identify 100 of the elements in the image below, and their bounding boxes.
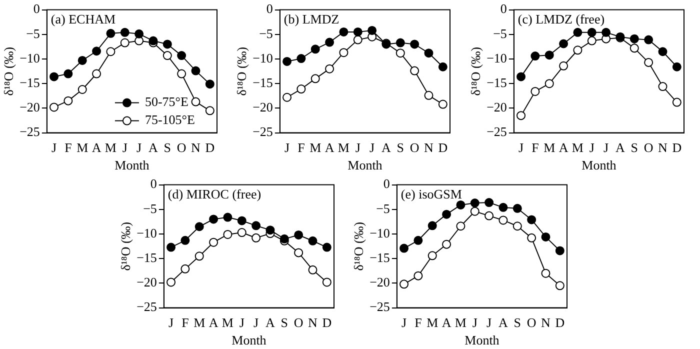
x-tick-label: O — [526, 315, 536, 330]
x-tick-label: J — [284, 140, 290, 156]
point — [442, 210, 452, 219]
point — [194, 222, 204, 232]
point — [64, 69, 73, 78]
y-tick-label: −15 — [136, 250, 157, 266]
point — [237, 228, 246, 238]
x-tick-label: J — [589, 140, 594, 156]
x-tick-label: J — [122, 140, 128, 156]
x-axis-title: Month — [582, 158, 617, 173]
point — [530, 86, 540, 96]
y-tick-label: 0 — [266, 1, 273, 16]
point — [296, 54, 306, 64]
point — [78, 85, 87, 94]
y-tick-label: −10 — [136, 225, 157, 240]
y-axis-title: δ¹⁸O (‰) — [468, 46, 484, 96]
y-axis-title: δ¹⁸O (‰) — [1, 46, 16, 96]
point — [339, 48, 348, 58]
point — [424, 48, 434, 58]
point — [296, 84, 306, 94]
y-tick-label: −10 — [486, 50, 507, 66]
point — [396, 38, 405, 48]
point — [555, 281, 564, 290]
point — [294, 230, 304, 240]
x-tick-label: F — [298, 140, 305, 156]
x-tick-label: N — [658, 140, 668, 156]
y-tick-label: 0 — [383, 176, 390, 192]
point — [428, 251, 437, 260]
point — [470, 206, 480, 216]
point — [559, 61, 568, 70]
x-axis-title: Month — [232, 332, 267, 348]
point — [658, 47, 668, 56]
point — [516, 72, 526, 82]
x-tick-label: A — [324, 140, 335, 156]
x-tick-label: J — [401, 315, 407, 330]
y-tick-label: −20 — [486, 100, 507, 115]
x-tick-label: M — [454, 315, 467, 330]
x-tick-label: A — [442, 315, 452, 330]
x-tick-label: N — [424, 140, 434, 156]
x-tick-label: A — [382, 140, 392, 156]
point — [252, 233, 261, 242]
x-tick-label: S — [280, 315, 288, 330]
point — [177, 51, 186, 60]
point — [438, 62, 448, 72]
x-axis-title: Month — [114, 158, 150, 173]
point — [223, 212, 232, 222]
point — [308, 265, 318, 274]
point — [544, 79, 554, 88]
x-tick-label: F — [414, 315, 422, 330]
point — [602, 28, 611, 37]
y-axis-title: δ¹⁸O (‰) — [234, 46, 250, 96]
y-tick-label: −20 — [370, 274, 390, 290]
x-tick-label: S — [164, 140, 172, 156]
x-tick-label: M — [572, 140, 584, 156]
point — [78, 56, 87, 65]
y-tick-label: −25 — [136, 299, 157, 314]
y-tick-label: −15 — [252, 75, 273, 90]
y-tick-label: −25 — [370, 299, 390, 314]
point — [541, 232, 550, 242]
x-tick-label: A — [616, 140, 626, 156]
chart-title: (c) LMDZ (free) — [518, 12, 605, 27]
point — [630, 44, 639, 53]
point — [644, 58, 654, 67]
x-tick-label: F — [64, 140, 72, 156]
x-axis-title: Month — [464, 332, 500, 348]
y-tick-label: −20 — [252, 100, 273, 115]
point — [325, 38, 334, 47]
y-tick-label: −5 — [376, 200, 390, 216]
point — [294, 248, 304, 258]
x-tick-label: A — [558, 140, 569, 156]
chart-title: (b) LMDZ — [284, 12, 340, 27]
point — [310, 44, 320, 54]
point — [282, 92, 292, 102]
chart-title: (a) ECHAM — [50, 12, 116, 27]
point — [400, 280, 409, 289]
x-tick-label: N — [541, 315, 552, 330]
point — [559, 39, 568, 48]
point — [209, 214, 218, 224]
y-tick-label: −25 — [20, 124, 40, 140]
point — [516, 111, 526, 120]
x-tick-label: D — [555, 315, 565, 330]
x-tick-label: S — [514, 315, 522, 330]
y-tick-label: −15 — [20, 75, 40, 90]
chart-title: (e) isoGSM — [400, 186, 462, 202]
x-tick-label: J — [136, 140, 142, 156]
point — [322, 242, 332, 252]
point — [414, 271, 423, 280]
point — [209, 238, 218, 247]
point — [177, 69, 186, 78]
x-axis-title: Month — [348, 158, 383, 173]
x-tick-label: M — [544, 140, 556, 156]
x-tick-label: S — [630, 140, 638, 156]
point — [428, 221, 437, 230]
y-tick-label: −5 — [26, 26, 40, 41]
x-tick-label: D — [205, 140, 215, 156]
point — [166, 242, 176, 252]
y-tick-label: −5 — [493, 26, 507, 41]
point — [180, 236, 190, 245]
y-tick-label: −15 — [486, 75, 507, 90]
point — [353, 27, 362, 36]
